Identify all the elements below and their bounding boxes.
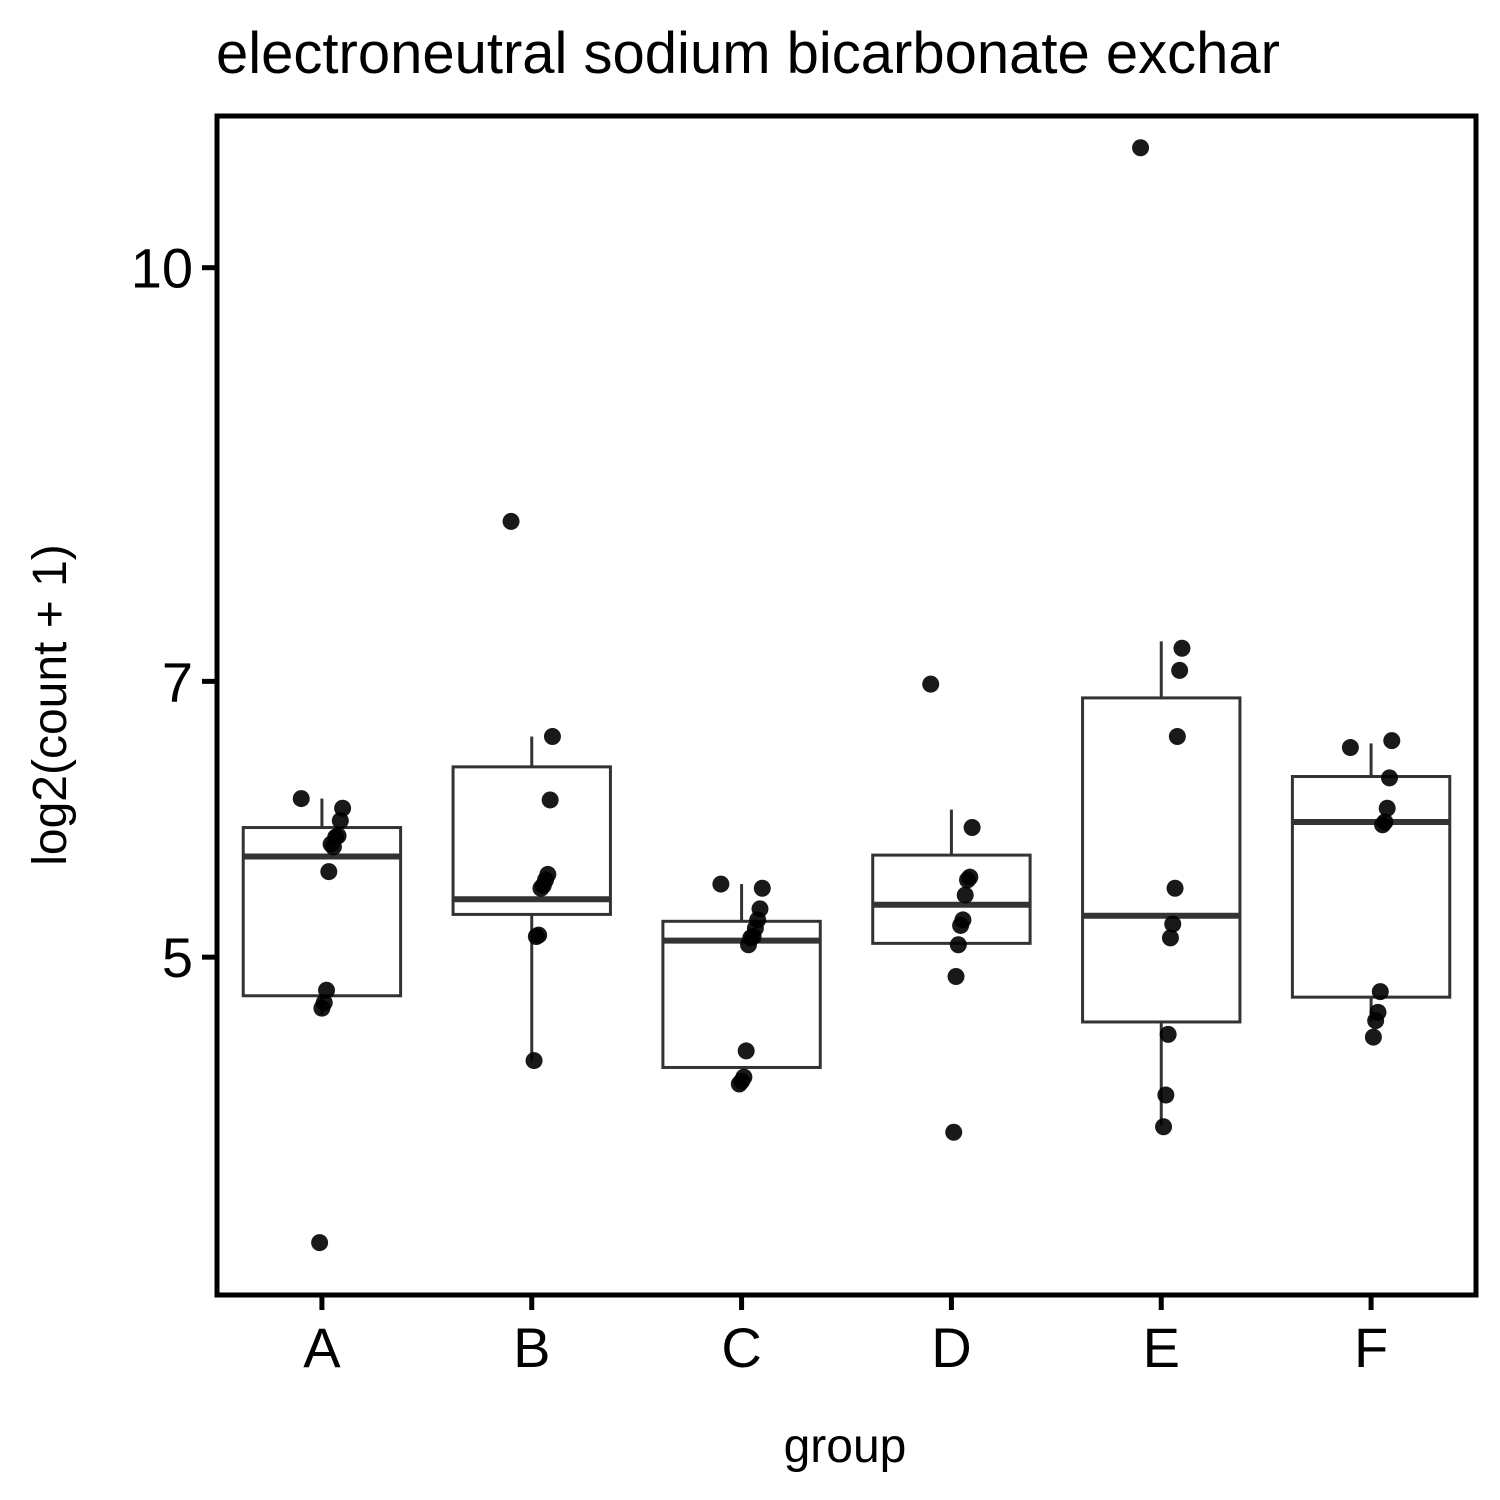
x-tick-label: E xyxy=(1143,1316,1180,1379)
data-point xyxy=(532,879,550,897)
data-point xyxy=(1171,661,1189,679)
data-point xyxy=(1380,769,1398,787)
data-point xyxy=(1173,639,1191,657)
data-point xyxy=(945,1123,963,1141)
y-tick-label: 5 xyxy=(162,926,193,989)
data-point xyxy=(1157,1086,1175,1104)
data-point xyxy=(1166,879,1184,897)
data-point xyxy=(292,790,310,808)
data-point xyxy=(541,791,559,809)
data-point xyxy=(949,936,967,954)
box-group-a xyxy=(241,798,403,1016)
data-point xyxy=(543,728,561,746)
data-point xyxy=(311,1234,329,1252)
x-tick-label: A xyxy=(303,1316,341,1379)
chart-title: electroneutral sodium bicarbonate exchar xyxy=(216,21,1280,86)
y-tick-label: 10 xyxy=(131,237,193,300)
y-tick-label: 7 xyxy=(162,650,193,713)
y-axis-label: log2(count + 1) xyxy=(24,544,77,866)
plot-panel-border xyxy=(214,113,1479,1298)
x-tick-label: D xyxy=(931,1316,971,1379)
box xyxy=(1081,696,1242,1024)
data-point xyxy=(502,512,520,530)
box-group-f xyxy=(1290,743,1452,1022)
data-point xyxy=(712,875,730,893)
data-point xyxy=(331,812,349,830)
data-point xyxy=(320,863,338,881)
data-point xyxy=(1367,1012,1385,1030)
data-point xyxy=(525,1052,543,1070)
x-tick-label: B xyxy=(513,1316,550,1379)
data-point xyxy=(1164,915,1182,933)
data-point xyxy=(753,879,771,897)
box xyxy=(871,853,1032,945)
data-point xyxy=(1168,728,1186,746)
data-point xyxy=(739,936,757,954)
data-point xyxy=(1341,739,1359,757)
data-point xyxy=(963,819,981,837)
box xyxy=(241,826,403,998)
box xyxy=(451,765,612,916)
data-point xyxy=(959,871,977,889)
data-point xyxy=(956,886,974,904)
data-point xyxy=(947,967,965,985)
x-tick-label: C xyxy=(721,1316,761,1379)
x-tick-label: F xyxy=(1354,1316,1388,1379)
data-point xyxy=(322,835,340,853)
x-axis: A B C D E F xyxy=(303,1295,1388,1379)
data-point xyxy=(1364,1028,1382,1046)
box-group-c xyxy=(661,884,822,1069)
y-axis: 5 7 10 xyxy=(131,237,217,989)
data-point xyxy=(1383,732,1401,750)
data-point xyxy=(1374,816,1392,834)
box xyxy=(1290,775,1452,999)
x-axis-label: group xyxy=(784,1420,907,1473)
data-point xyxy=(1159,1025,1177,1043)
data-point xyxy=(730,1075,748,1093)
data-point xyxy=(527,927,545,945)
box-group-b xyxy=(451,736,612,1061)
data-point xyxy=(1371,983,1389,1001)
plot-marks xyxy=(241,139,1452,1252)
box-group-e xyxy=(1081,641,1242,1126)
box-group-d xyxy=(871,809,1032,945)
data-point xyxy=(737,1042,755,1060)
data-point xyxy=(1161,929,1179,947)
data-point xyxy=(313,999,331,1017)
data-point xyxy=(1155,1118,1173,1136)
box xyxy=(661,919,822,1069)
data-point xyxy=(952,916,970,934)
data-point xyxy=(1132,139,1150,157)
data-point xyxy=(1378,799,1396,817)
data-point xyxy=(922,675,940,693)
